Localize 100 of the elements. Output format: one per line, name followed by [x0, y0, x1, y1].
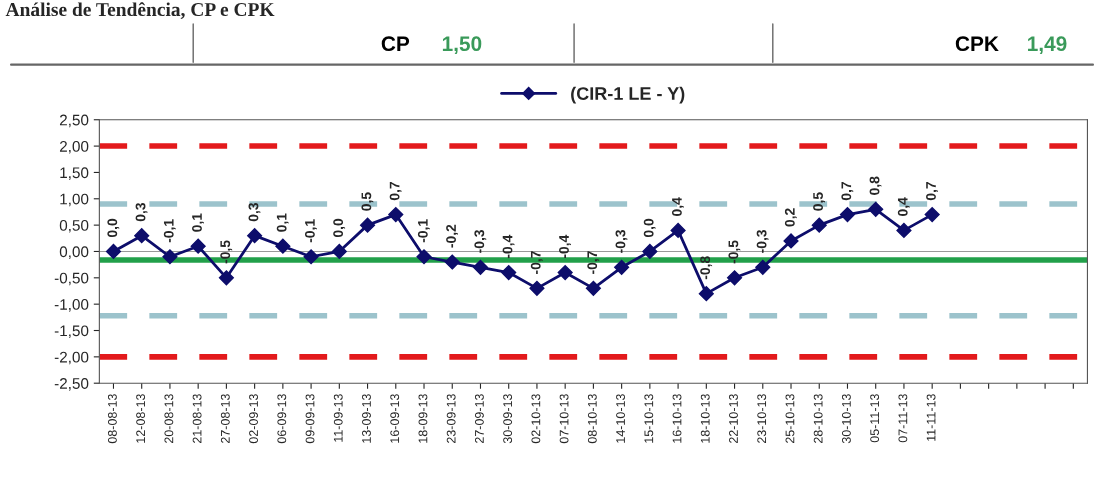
data-label: -0,1 — [304, 219, 317, 243]
point — [105, 243, 122, 260]
x-tick-label: 08-08-13 — [107, 394, 117, 444]
data-label: 0,5 — [813, 192, 825, 211]
point — [726, 270, 743, 286]
x-tick-label: 16-10-13 — [672, 394, 682, 443]
y-tick-label: 0,00 — [59, 246, 89, 259]
text: 1,50 — [442, 36, 482, 55]
data-label: 0,3 — [135, 202, 148, 222]
x-tick-label: 30-10-13 — [841, 394, 851, 444]
data-label: 0,7 — [389, 182, 402, 201]
y-tick-label: 1,50 — [60, 167, 89, 180]
data-label: -0,3 — [756, 229, 769, 253]
point — [190, 238, 206, 254]
x-tick-label: 18-09-13 — [418, 394, 428, 443]
point — [331, 243, 347, 260]
y-tick-label: 0,50 — [59, 220, 89, 233]
x-tick-label: 20-08-13 — [164, 394, 174, 444]
data-label: 0,8 — [869, 176, 882, 195]
point — [275, 238, 291, 254]
y-tick-label: 1,00 — [60, 193, 89, 207]
point — [162, 249, 178, 265]
data-label: 0,1 — [192, 213, 204, 232]
point — [896, 222, 912, 238]
point — [472, 259, 489, 275]
x-tick-label: 27-08-13 — [220, 394, 230, 444]
x-tick-label: 16-09-13 — [390, 394, 400, 443]
data-label: 0,3 — [248, 202, 261, 222]
data-label: 0,5 — [361, 192, 374, 211]
x-tick-label: 14-10-13 — [616, 394, 625, 443]
data-label: 0,7 — [926, 182, 938, 201]
point — [783, 233, 799, 249]
data-label: -0,3 — [474, 229, 487, 253]
x-tick-label: 27-09-13 — [474, 394, 484, 444]
point — [642, 243, 658, 260]
x-tick-label: 23-10-13 — [757, 394, 767, 444]
x-tick-label: 02-09-13 — [249, 394, 258, 444]
x-tick-label: 25-10-13 — [785, 394, 795, 444]
data-label: 0,7 — [841, 182, 854, 201]
data-label: -0,4 — [559, 234, 571, 259]
x-tick-label: 07-11-13 — [898, 394, 908, 443]
point — [359, 217, 376, 233]
point — [247, 228, 263, 244]
chart-title: Análise de Tendência, CP e CPK — [5, 2, 275, 19]
x-tick-label: 21-08-13 — [192, 394, 202, 444]
x-tick-label: 18-10-13 — [700, 394, 710, 443]
y-tick-label: 2,50 — [59, 114, 89, 128]
point — [529, 280, 545, 296]
data-label: -0,8 — [700, 256, 713, 280]
data-label: -0,2 — [446, 224, 458, 248]
data-label: -0,7 — [530, 251, 543, 274]
y-tick-label: 2,00 — [59, 140, 89, 154]
x-tick-label: 22-10-13 — [729, 394, 738, 444]
x-tick-label: 07-10-13 — [559, 394, 569, 444]
y-tick-label: -0,50 — [54, 272, 89, 286]
text: CPK — [955, 36, 999, 52]
point — [501, 264, 517, 281]
y-tick-label: -1,50 — [54, 325, 89, 338]
text: CP — [381, 36, 410, 52]
point — [388, 207, 404, 223]
data-label: -0,5 — [728, 240, 741, 264]
point — [557, 264, 573, 281]
point — [698, 286, 714, 302]
point — [811, 217, 827, 233]
data-label: -0,1 — [417, 219, 430, 243]
legend-label: (CIR-1 LE - Y) — [571, 86, 685, 104]
data-label: -0,4 — [502, 234, 515, 259]
point — [614, 259, 630, 275]
data-label: -0,7 — [587, 251, 600, 274]
point — [303, 249, 319, 265]
data-label: -0,5 — [220, 240, 233, 264]
point — [924, 207, 940, 223]
data-label: 0,4 — [671, 197, 684, 216]
data-label: 0,1 — [276, 213, 289, 232]
x-tick-label: 09-09-13 — [305, 394, 315, 444]
x-tick-label: 13-09-13 — [362, 394, 371, 443]
x-tick-label: 28-10-13 — [813, 394, 823, 444]
data-label: 0,0 — [107, 218, 120, 238]
x-tick-label: 05-11-13 — [870, 394, 880, 443]
data-label: -0,1 — [163, 219, 176, 243]
text: 1,49 — [1028, 36, 1067, 55]
data-label: 0,0 — [333, 218, 346, 238]
x-tick-label: 11-09-13 — [333, 394, 343, 442]
x-tick-label: 08-10-13 — [587, 394, 597, 444]
y-tick-label: -1,00 — [54, 299, 89, 312]
point — [755, 259, 771, 275]
point — [444, 254, 460, 270]
point — [868, 201, 884, 217]
x-tick-label: 11-11-13 — [926, 394, 936, 441]
point — [416, 249, 432, 265]
data-label: 0,4 — [897, 197, 910, 216]
data-label: 0,0 — [643, 218, 656, 238]
point — [134, 228, 150, 244]
x-tick-label: 06-09-13 — [277, 394, 287, 444]
point — [218, 270, 234, 286]
point — [839, 207, 856, 223]
x-tick-label: 02-10-13 — [531, 394, 541, 444]
x-tick-label: 23-09-13 — [446, 394, 456, 444]
y-tick-label: -2,00 — [54, 351, 89, 365]
data-label: -0,3 — [615, 229, 628, 253]
